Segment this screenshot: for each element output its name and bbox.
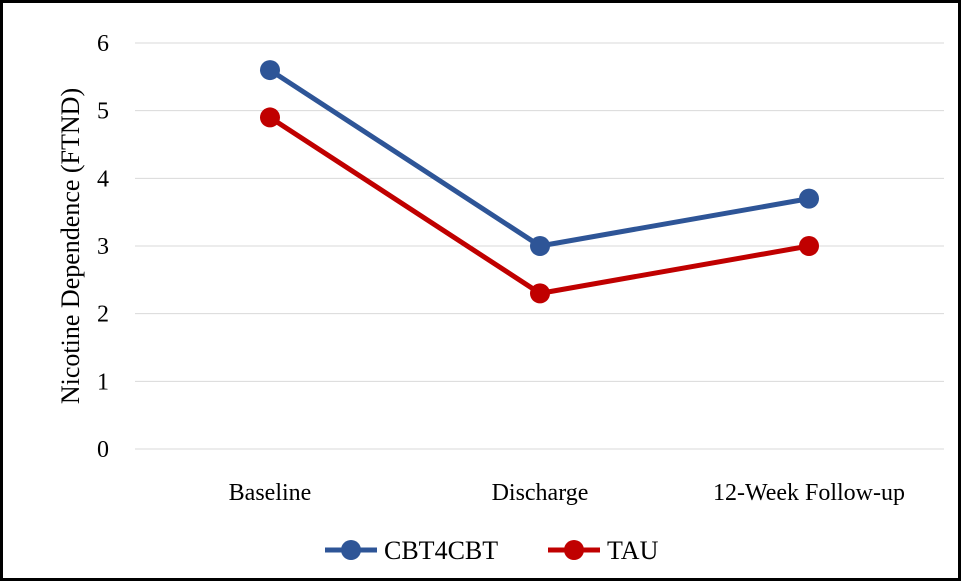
x-category-label: Baseline xyxy=(229,480,312,506)
y-tick-label: 4 xyxy=(97,166,109,192)
series-line xyxy=(267,114,812,296)
series-cbt4cbt xyxy=(260,60,819,256)
y-tick-label: 6 xyxy=(97,31,109,57)
data-point xyxy=(530,236,550,256)
y-axis-ticks: 0 1 2 3 4 5 6 xyxy=(97,31,109,463)
x-category-label: 12-Week Follow-up xyxy=(713,480,905,506)
legend-swatch-marker xyxy=(341,540,361,560)
y-tick-label: 0 xyxy=(97,437,109,463)
legend-item-tau: TAU xyxy=(548,536,659,565)
series-lines xyxy=(260,60,819,304)
y-tick-label: 5 xyxy=(97,99,109,125)
y-tick-label: 1 xyxy=(97,369,109,395)
data-point xyxy=(799,236,819,256)
y-axis-title: Nicotine Dependence (FTND) xyxy=(56,88,85,404)
data-point xyxy=(260,60,280,81)
legend-label: TAU xyxy=(607,536,659,565)
y-tick-label: 3 xyxy=(97,234,109,260)
series-tau xyxy=(260,107,819,304)
legend-item-cbt4cbt: CBT4CBT xyxy=(325,536,498,565)
line-chart: 0 1 2 3 4 5 6 Baseline Discharge 12-Week Follow-… xyxy=(56,31,944,565)
data-point xyxy=(260,107,280,128)
legend: CBT4CBT TAU xyxy=(325,536,659,565)
x-axis-categories: Baseline Discharge 12-Week Follow-up xyxy=(229,480,905,506)
data-point xyxy=(530,283,550,304)
x-category-label: Discharge xyxy=(492,480,589,506)
series-line xyxy=(267,67,812,249)
data-point xyxy=(799,188,819,209)
y-tick-label: 2 xyxy=(97,302,109,328)
legend-label: CBT4CBT xyxy=(384,536,498,565)
legend-swatch-marker xyxy=(564,540,584,560)
